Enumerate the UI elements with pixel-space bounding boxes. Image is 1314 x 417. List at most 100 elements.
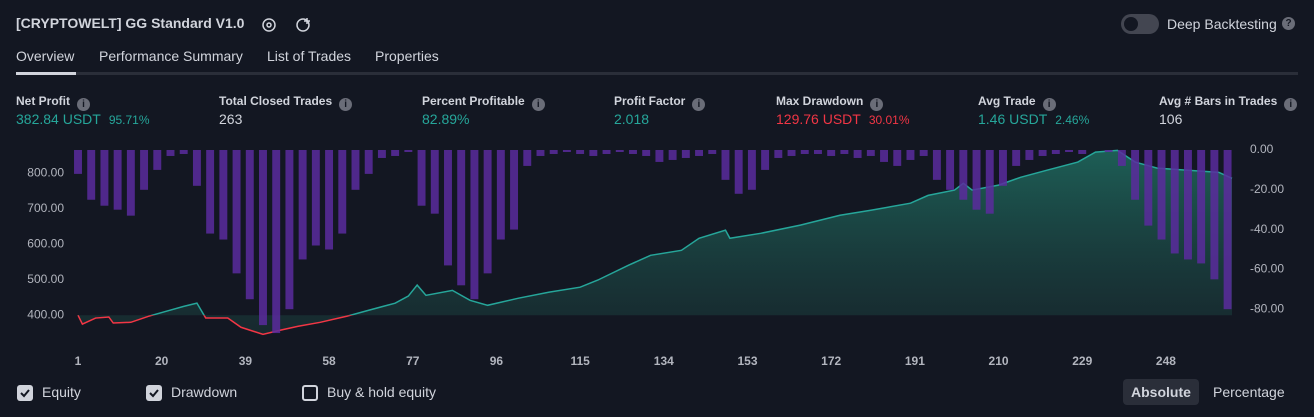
drawdown-bar [1170,150,1179,254]
equity-line [77,149,1233,316]
drawdown-bar [774,150,783,158]
drawdown-bar [1104,150,1113,152]
y-tick-label: 700.00 [27,201,64,215]
legend-checkbox[interactable] [17,385,33,401]
x-tick-label: 210 [989,354,1009,368]
y2-tick-label: -80.00 [1250,301,1284,315]
info-icon[interactable]: i [870,98,884,111]
drawdown-bar [1038,150,1047,156]
legend-checkbox[interactable] [302,385,318,401]
drawdown-bar [351,150,360,190]
drawdown-bar [325,150,334,250]
tab-indicator [16,72,76,75]
y-tick-label: 600.00 [27,236,64,250]
metric-label: Total Closed Trades i [219,94,353,111]
metric-change: 30.01% [868,113,910,127]
drawdown-bar [272,150,281,334]
drawdown-bar [932,150,941,180]
drawdown-bar [1012,150,1021,166]
legend-checkbox[interactable] [146,385,162,401]
x-tick-label: 248 [1156,354,1176,368]
x-tick-label: 172 [821,354,841,368]
drawdown-bar [549,150,558,154]
info-icon[interactable]: i [531,98,545,111]
drawdown-bar [1183,150,1192,260]
deep-backtesting-label: Deep Backtesting [1167,16,1277,32]
metric-value: 2.018 [614,111,649,129]
drawdown-bar [113,150,122,210]
drawdown-bar [589,150,598,156]
y2-tick-label: -20.00 [1250,182,1284,196]
x-tick-label: 20 [155,354,169,368]
x-tick-label: 96 [490,354,504,368]
drawdown-bar [391,150,400,156]
drawdown-bar [602,150,611,154]
drawdown-bar [364,150,373,174]
drawdown-bar [681,150,690,158]
metric-label-text: Net Profit [16,94,70,108]
drawdown-bar [814,150,822,154]
tab[interactable]: Properties [375,48,439,64]
drawdown-bar [827,150,836,156]
drawdown-bar [74,150,82,174]
drawdown-bar [668,150,677,160]
x-tick-label: 58 [322,354,336,368]
drawdown-bar [695,150,704,156]
drawdown-bar [298,150,307,260]
metric-value: 382.84 USDT 95.71% [16,111,150,129]
metric-change: 2.46% [1055,113,1090,127]
metric-label-text: Avg Trade [978,94,1036,108]
drawdown-bar [906,150,915,160]
info-icon[interactable]: i [339,98,353,111]
drawdown-bar [219,150,228,240]
drawdown-bar [1117,150,1126,166]
metric-value: 106 [1159,111,1182,129]
tab[interactable]: Overview [16,48,75,64]
metric-value-text: 106 [1159,111,1183,127]
drawdown-bar [576,150,585,154]
drawdown-bar [1025,150,1034,160]
drawdown-bar [377,150,386,158]
drawdown-bar [444,150,452,266]
drawdown-bar [140,150,149,190]
drawdown-bar [166,150,175,156]
drawdown-bar [206,150,215,234]
y-tick-label: 400.00 [27,307,64,321]
metric-label-text: Profit Factor [614,94,686,108]
y2-tick-label: -40.00 [1250,222,1284,236]
drawdown-bar [946,150,955,190]
legend-label: Drawdown [171,384,238,400]
tab[interactable]: List of Trades [267,48,352,64]
metric-value-text: 129.76 USDT [776,111,861,127]
drawdown-bar [562,150,571,152]
drawdown-bar [1051,150,1060,154]
drawdown-bar [285,150,294,310]
drawdown-bar [985,150,994,214]
deep-backtesting-toggle[interactable] [1121,14,1159,34]
info-icon[interactable]: i [1284,98,1298,111]
drawdown-bar [192,150,201,186]
drawdown-bar [919,150,928,156]
drawdown-bar [840,150,849,154]
metric-label: Profit Factor i [614,94,706,111]
help-icon[interactable]: ? [1282,17,1295,30]
info-icon[interactable]: i [1042,98,1056,111]
info-icon[interactable]: i [77,98,90,111]
mode-button[interactable]: Percentage [1213,384,1285,400]
info-icon[interactable]: i [692,98,706,111]
drawdown-bar [880,150,889,162]
equity-area [78,150,1232,335]
drawdown-bar [1223,150,1232,310]
mode-button[interactable]: Absolute [1123,379,1199,405]
drawdown-bar [100,150,109,206]
drawdown-bar [417,150,426,206]
drawdown-bar [457,150,466,286]
metric-label-text: Percent Profitable [422,94,525,108]
tab[interactable]: Performance Summary [99,48,243,64]
drawdown-bar [721,150,730,180]
drawdown-bar [1065,150,1073,152]
strategy-title: [CRYPTOWELT] GG Standard V1.0 [16,15,245,31]
drawdown-bar [1197,150,1206,264]
y2-tick-label: 0.00 [1250,142,1274,156]
